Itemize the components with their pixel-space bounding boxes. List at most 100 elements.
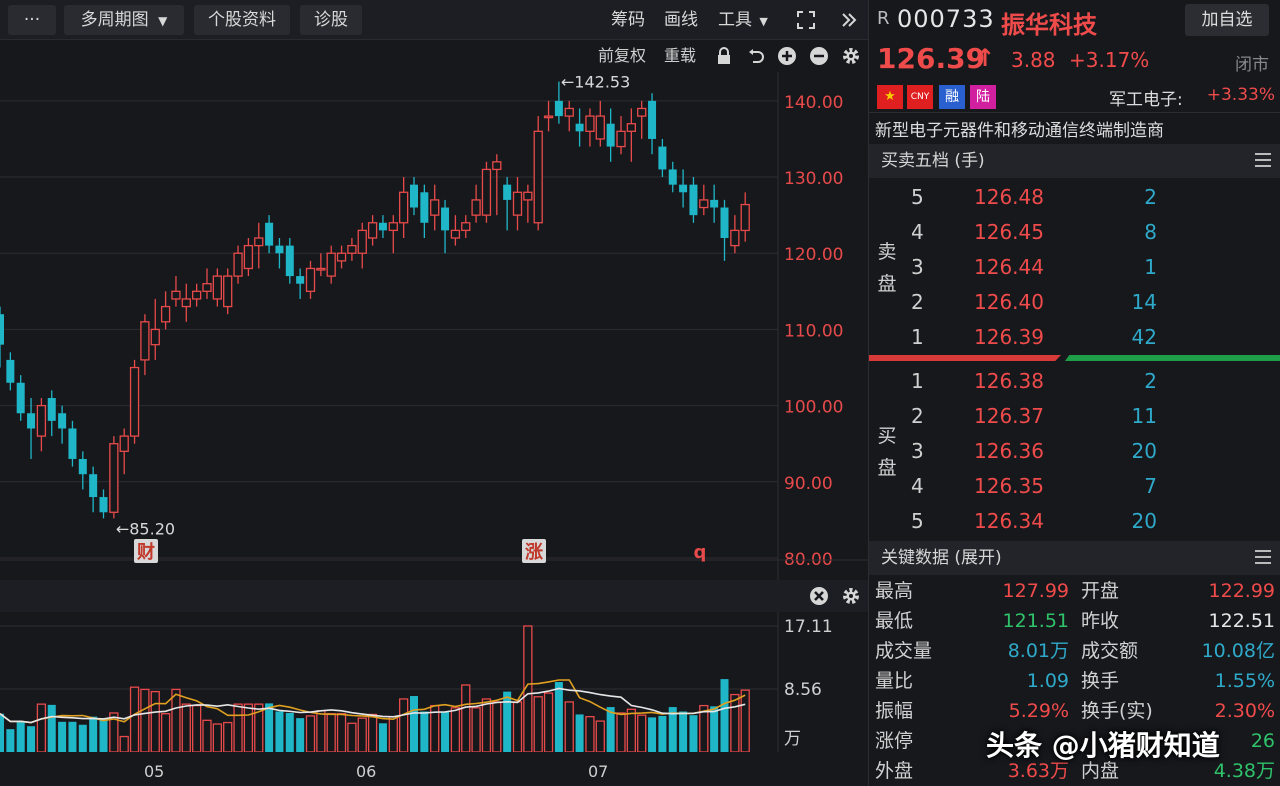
menu-icon[interactable] bbox=[1255, 153, 1271, 169]
order-qty: 11 bbox=[1131, 404, 1157, 428]
event-marker: 涨 bbox=[525, 542, 543, 563]
zoom-in-icon[interactable] bbox=[776, 45, 798, 67]
sell-order-row[interactable]: 4 126.45 8 bbox=[869, 215, 1280, 250]
orderbook-header[interactable]: 买卖五档 (手) bbox=[869, 144, 1280, 178]
candle-body bbox=[212, 275, 223, 300]
sell-order-row[interactable]: 1 126.39 42 bbox=[869, 320, 1280, 355]
candle-body bbox=[285, 245, 294, 277]
y-tick-label: 130.00 bbox=[784, 169, 843, 189]
buy-order-row[interactable]: 4 126.35 7 bbox=[869, 469, 1280, 504]
settings-gear-icon[interactable] bbox=[840, 45, 862, 67]
price-change: 3.88 bbox=[1011, 48, 1056, 72]
candle-body bbox=[275, 245, 284, 254]
buy-order-row[interactable]: 3 126.36 20 bbox=[869, 434, 1280, 469]
volume-ma5-line bbox=[0, 679, 746, 724]
candle-body bbox=[637, 107, 647, 117]
volume-bar bbox=[36, 703, 47, 752]
key-data-value: 121.51 bbox=[1002, 610, 1069, 632]
sell-order-row[interactable]: 5 126.48 2 bbox=[869, 180, 1280, 215]
cny-tag[interactable]: CNY bbox=[907, 85, 933, 109]
volume-bar bbox=[275, 711, 284, 752]
forward-adjust-button[interactable]: 前复权 bbox=[598, 46, 647, 65]
volume-bar bbox=[305, 715, 316, 752]
event-marker-box bbox=[134, 539, 158, 563]
buy-order-row[interactable]: 2 126.37 11 bbox=[869, 399, 1280, 434]
candle-body bbox=[171, 290, 181, 300]
candle-body bbox=[595, 115, 605, 140]
candle-body bbox=[16, 382, 25, 414]
indicator-settings-gear-icon[interactable] bbox=[840, 585, 862, 607]
order-price: 126.34 bbox=[974, 509, 1044, 533]
sector-label[interactable]: 军工电子: bbox=[1109, 90, 1183, 110]
candle-body bbox=[233, 252, 243, 277]
multi-period-label: 多周期图 bbox=[80, 10, 149, 30]
volume-bar bbox=[595, 720, 605, 752]
tools-button[interactable]: 工具 ▼ bbox=[718, 5, 768, 35]
menu-icon[interactable] bbox=[1255, 550, 1271, 566]
volume-bar bbox=[378, 723, 387, 752]
chart-subbar: 前复权 重载 bbox=[0, 40, 868, 72]
undo-icon[interactable] bbox=[745, 45, 767, 67]
candle-body bbox=[523, 191, 533, 201]
volume-bar bbox=[492, 701, 502, 752]
y-tick-label: 90.00 bbox=[784, 474, 833, 494]
candle-body bbox=[254, 237, 264, 247]
volume-bar bbox=[140, 688, 150, 752]
candle-body bbox=[326, 252, 336, 277]
volume-bar bbox=[585, 716, 595, 752]
multi-period-button[interactable]: 多周期图 ▼ bbox=[64, 5, 184, 35]
company-description: 新型电子元器件和移动通信终端制造商 bbox=[875, 121, 1164, 141]
add-watchlist-button[interactable]: 加自选 bbox=[1185, 4, 1269, 36]
key-data-label: 外盘 bbox=[875, 760, 914, 782]
key-data-row: 涨停 26 bbox=[869, 726, 1280, 756]
candlestick-chart[interactable]: 140.00130.00120.00110.00100.0090.0080.00… bbox=[0, 72, 868, 580]
volume-chart[interactable]: 17.11 8.56 万 bbox=[0, 612, 868, 752]
chip-button[interactable]: 筹码 bbox=[611, 10, 645, 30]
key-data-value: 1.55% bbox=[1214, 670, 1275, 692]
order-level: 3 bbox=[911, 255, 924, 279]
sell-side-label: 卖盘 bbox=[877, 241, 897, 295]
buy-order-row[interactable]: 5 126.34 20 bbox=[869, 504, 1280, 539]
y-tick-label: 110.00 bbox=[784, 321, 843, 341]
more-button[interactable]: ··· bbox=[8, 5, 56, 35]
candle-body bbox=[191, 290, 202, 300]
volume-bar bbox=[160, 713, 171, 752]
buy-order-row[interactable]: 1 126.38 2 bbox=[869, 364, 1280, 399]
volume-bar bbox=[78, 724, 87, 752]
stock-info-button[interactable]: 个股资料 bbox=[194, 5, 290, 35]
candle-body bbox=[398, 191, 409, 224]
order-qty: 2 bbox=[1144, 185, 1157, 209]
key-data-label: 内盘 bbox=[1081, 760, 1120, 782]
key-data-value: 5.29% bbox=[1008, 700, 1069, 722]
order-price: 126.45 bbox=[974, 220, 1044, 244]
fullscreen-icon[interactable] bbox=[795, 9, 817, 31]
volume-bar bbox=[512, 701, 523, 752]
volume-bar bbox=[285, 712, 294, 752]
draw-line-button[interactable]: 画线 bbox=[664, 10, 698, 30]
sell-order-row[interactable]: 3 126.44 1 bbox=[869, 250, 1280, 285]
volume-bar bbox=[564, 701, 574, 752]
diagnose-button[interactable]: 诊股 bbox=[300, 5, 362, 35]
connect-tag[interactable]: 陆 bbox=[970, 85, 996, 109]
candle-body bbox=[481, 168, 492, 216]
zoom-out-icon[interactable] bbox=[808, 45, 830, 67]
margin-tag[interactable]: 融 bbox=[939, 85, 965, 109]
sell-order-row[interactable]: 2 126.40 14 bbox=[869, 285, 1280, 320]
keydata-header[interactable]: 关键数据 (展开) bbox=[869, 541, 1280, 575]
order-level: 3 bbox=[911, 439, 924, 463]
reload-button[interactable]: 重载 bbox=[664, 46, 697, 65]
key-data-row: 成交量 8.01万 成交额 10.08亿 bbox=[869, 636, 1280, 666]
volume-bar bbox=[658, 715, 667, 752]
volume-bar bbox=[388, 716, 398, 752]
order-qty: 2 bbox=[1144, 369, 1157, 393]
collapse-right-icon[interactable] bbox=[838, 9, 860, 31]
close-indicator-icon[interactable] bbox=[808, 585, 830, 607]
orderbook-title: 买卖五档 (手) bbox=[881, 151, 985, 171]
candle-body bbox=[305, 267, 316, 292]
candle-body bbox=[347, 244, 357, 254]
candle-body bbox=[78, 458, 87, 475]
candle-body bbox=[109, 443, 119, 513]
candle-body bbox=[202, 283, 212, 292]
volume-bar bbox=[265, 703, 274, 752]
lock-icon[interactable] bbox=[713, 45, 735, 67]
